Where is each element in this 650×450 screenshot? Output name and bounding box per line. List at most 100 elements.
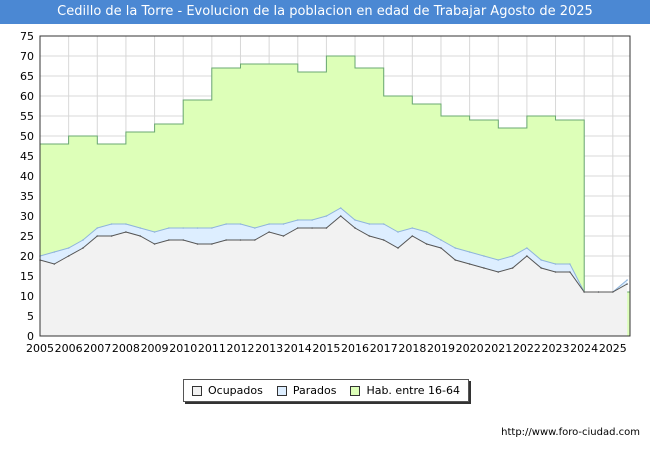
x-tick-label: 2025 (599, 342, 627, 355)
point-ocupados (497, 271, 500, 273)
point-parados (211, 227, 213, 229)
x-tick-label: 2005 (26, 342, 54, 355)
line-parados (39, 207, 628, 293)
point-ocupados (239, 239, 242, 241)
point-ocupados (196, 243, 199, 245)
point-ocupados (53, 263, 56, 265)
point-parados (554, 263, 557, 265)
area-series (39, 55, 630, 336)
point-ocupados (254, 239, 256, 241)
point-ocupados (268, 231, 270, 233)
point-ocupados (182, 239, 185, 241)
point-ocupados (626, 283, 628, 285)
legend-swatch-ocupados (191, 385, 202, 396)
y-tick-label: 70 (20, 50, 34, 63)
y-tick-label: 40 (20, 170, 34, 183)
y-tick-label: 45 (20, 150, 34, 163)
point-ocupados (96, 235, 99, 237)
point-ocupados (554, 271, 557, 273)
point-ocupados (125, 231, 127, 233)
y-tick-label: 15 (20, 270, 34, 283)
point-ocupados (440, 247, 442, 249)
point-ocupados (411, 235, 414, 237)
point-parados (168, 227, 170, 229)
point-parados (139, 227, 142, 229)
point-parados (425, 231, 428, 233)
point-parados (454, 247, 457, 249)
point-parados (483, 255, 485, 257)
point-ocupados (526, 255, 528, 257)
y-tick-label: 65 (20, 70, 34, 83)
point-ocupados (139, 235, 142, 237)
legend-item-ocupados: Ocupados (191, 384, 263, 397)
point-ocupados (82, 247, 84, 249)
point-ocupados (612, 291, 614, 293)
legend: Ocupados Parados Hab. entre 16-64 (183, 379, 469, 402)
x-tick-label: 2012 (226, 342, 254, 355)
point-ocupados (511, 267, 514, 269)
point-ocupados (569, 271, 571, 273)
legend-label-ocupados: Ocupados (207, 384, 263, 397)
point-ocupados (397, 247, 399, 249)
point-parados (354, 219, 356, 221)
x-tick-label: 2024 (570, 342, 598, 355)
y-tick-label: 10 (20, 290, 34, 303)
x-tick-label: 2023 (542, 342, 570, 355)
point-parados (497, 259, 500, 261)
x-tick-label: 2006 (55, 342, 83, 355)
y-tick-label: 20 (20, 250, 34, 263)
point-parados (225, 223, 227, 225)
point-parados (254, 227, 256, 229)
y-axis-ticks: 0 5 10 15 20 25 30 35 40 45 50 55 60 65 70 75 (20, 30, 34, 343)
point-parados (339, 207, 342, 209)
point-ocupados (168, 239, 170, 241)
y-tick-label: 30 (20, 210, 34, 223)
point-parados (325, 215, 328, 217)
point-parados (411, 227, 414, 229)
point-parados (382, 223, 385, 225)
point-ocupados (296, 227, 299, 229)
point-ocupados (354, 227, 356, 229)
y-tick-label: 35 (20, 190, 34, 203)
point-parados (540, 259, 543, 261)
point-parados (67, 247, 70, 249)
y-tick-label: 5 (27, 310, 34, 323)
y-tick-label: 50 (20, 130, 34, 143)
x-tick-label: 2018 (398, 342, 426, 355)
point-parados (440, 239, 442, 241)
point-parados (397, 231, 399, 233)
x-axis-ticks: 2005 2006 2007 2008 2009 2010 2011 2012 2013 2014… (26, 342, 627, 355)
point-parados (296, 219, 299, 221)
axes (39, 35, 631, 337)
point-parados (82, 239, 84, 241)
point-parados (53, 251, 56, 253)
source-link[interactable]: http://www.foro-ciudad.com (501, 427, 640, 438)
plot-frame (39, 35, 631, 337)
legend-label-parados: Parados (292, 384, 337, 397)
x-tick-label: 2021 (484, 342, 512, 355)
point-parados (182, 227, 185, 229)
point-ocupados (225, 239, 227, 241)
legend-item-parados: Parados (276, 384, 337, 397)
x-tick-label: 2007 (83, 342, 111, 355)
point-parados (125, 223, 127, 225)
chart-title: Cedillo de la Torre - Evolucion de la po… (0, 0, 650, 24)
x-tick-label: 2014 (284, 342, 312, 355)
x-tick-label: 2013 (255, 342, 283, 355)
point-parados (626, 279, 628, 281)
point-parados (468, 251, 471, 253)
y-tick-label: 0 (27, 330, 34, 343)
point-ocupados (483, 267, 485, 269)
point-ocupados (339, 215, 342, 217)
area-ocupados (40, 216, 628, 336)
point-parados (110, 223, 113, 225)
x-tick-label: 2016 (341, 342, 369, 355)
x-tick-label: 2008 (112, 342, 140, 355)
y-tick-label: 55 (20, 110, 34, 123)
x-tick-label: 2009 (141, 342, 169, 355)
legend-item-hab: Hab. entre 16-64 (350, 384, 460, 397)
x-tick-label: 2020 (456, 342, 484, 355)
point-ocupados (468, 263, 471, 265)
legend-swatch-parados (276, 385, 287, 396)
